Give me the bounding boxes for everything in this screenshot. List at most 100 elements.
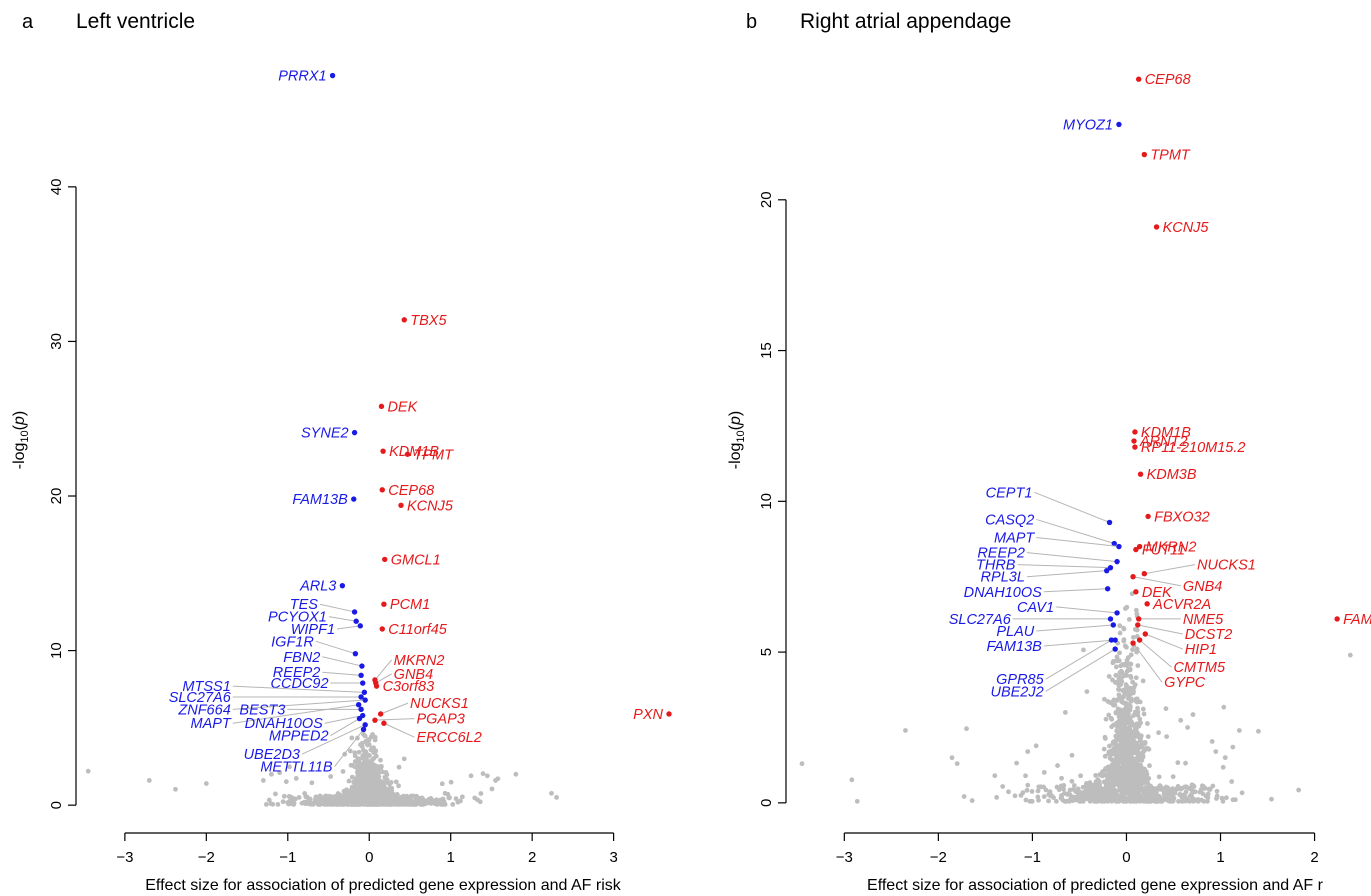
ns-point (1199, 797, 1204, 803)
ns-point (378, 757, 383, 763)
gene-label: MAPT (994, 531, 1035, 547)
ns-point (1076, 789, 1082, 795)
ns-point (1183, 760, 1188, 766)
ns-point (1127, 745, 1133, 751)
gene-point (1116, 121, 1122, 128)
ns-point (327, 793, 333, 799)
ns-point (365, 782, 371, 788)
ns-point (381, 784, 387, 789)
gene-label: FUT11 (1142, 543, 1185, 559)
y-tick-label: 10 (758, 493, 775, 510)
ns-point (1012, 793, 1018, 799)
ns-point (1206, 786, 1212, 792)
ns-point (1113, 710, 1119, 715)
ns-point (964, 726, 969, 732)
ns-point (1105, 784, 1111, 790)
ns-point (1124, 663, 1130, 668)
y-axis-title: -log10(p) (727, 411, 747, 470)
ns-point (440, 802, 446, 807)
gene-point (351, 429, 358, 436)
label-leader-line (1137, 624, 1183, 635)
gene-label: PCYOX1 (268, 610, 327, 626)
ns-point (1132, 709, 1138, 715)
gene-point (358, 706, 364, 713)
ns-point (1178, 717, 1184, 723)
ns-point (1140, 678, 1146, 684)
gene-point (351, 496, 357, 502)
gene-point (1107, 616, 1114, 622)
x-tick-label: 0 (365, 849, 373, 866)
label-leader-line (375, 673, 392, 684)
gene-label: RP11-210M15.2 (1141, 440, 1246, 456)
label-leader-line (322, 671, 362, 676)
ns-point (1122, 743, 1127, 749)
gene-label: TBX5 (410, 313, 447, 329)
ns-point (367, 802, 372, 807)
ns-point (1230, 744, 1236, 750)
gene-point (1144, 601, 1150, 607)
gene-label: BEST3 (239, 702, 285, 718)
y-axis-title: -log10(p) (11, 411, 31, 470)
ns-point (376, 776, 381, 782)
ns-point (1093, 773, 1099, 778)
gene-point (1110, 622, 1116, 628)
ns-point (266, 797, 272, 803)
ns-point (1156, 774, 1162, 780)
x-axis-title: Effect size for association of predicted… (867, 877, 1324, 894)
gene-point (1334, 616, 1340, 622)
ns-point (1104, 773, 1109, 779)
ns-point (316, 802, 322, 807)
ns-point (1131, 791, 1137, 797)
ns-point (296, 794, 302, 800)
ns-point (1169, 798, 1175, 804)
gene-label: METTL11B (260, 760, 333, 776)
ns-point (1029, 798, 1035, 804)
ns-point (1120, 780, 1126, 786)
ns-point (387, 781, 392, 787)
ns-point (1106, 674, 1112, 679)
gene-point (351, 609, 358, 615)
ns-point (354, 788, 360, 793)
ns-point (1025, 749, 1031, 754)
ns-point (1111, 722, 1116, 728)
ns-point (1139, 740, 1145, 746)
ns-point (1103, 716, 1109, 722)
x-tick-label: 1 (447, 849, 455, 866)
y-tick-label: 15 (758, 342, 775, 359)
ns-point (1205, 791, 1211, 797)
ns-point (372, 770, 378, 776)
ns-point (1156, 730, 1162, 736)
ns-point (1135, 768, 1141, 774)
ns-point (346, 778, 352, 784)
ns-point (352, 750, 358, 756)
ns-point (1114, 654, 1120, 660)
ns-point (1135, 712, 1141, 718)
ns-point (493, 778, 498, 783)
ns-point (1223, 795, 1229, 801)
ns-point (1091, 785, 1097, 791)
ns-point (1147, 786, 1153, 792)
ns-point (1132, 780, 1138, 786)
label-leader-line (1034, 491, 1110, 523)
ns-point (1113, 733, 1119, 739)
ns-point (448, 779, 454, 785)
ns-point (1103, 766, 1109, 771)
label-leader-line (1036, 518, 1115, 545)
ns-point (1120, 755, 1126, 760)
ns-point (1112, 762, 1118, 767)
gene-point (1142, 631, 1148, 637)
ns-point (992, 773, 998, 779)
ns-point (1083, 783, 1089, 789)
ns-point (355, 761, 361, 767)
ns-point (1151, 791, 1157, 796)
ns-point (1107, 755, 1113, 761)
ns-point (1122, 700, 1128, 706)
ns-point (1116, 798, 1122, 804)
ns-point (1114, 728, 1120, 734)
ns-point (1176, 798, 1181, 804)
ns-point (1163, 706, 1169, 712)
ns-point (361, 801, 367, 806)
ns-point (1041, 770, 1047, 775)
ns-point (363, 769, 369, 775)
gene-point (1131, 438, 1137, 444)
